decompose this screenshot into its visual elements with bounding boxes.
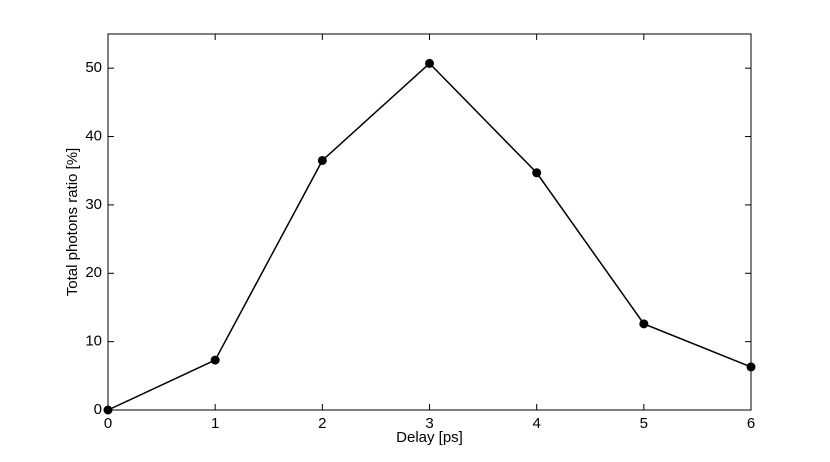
data-point — [317, 155, 327, 165]
x-axis-label: Delay [ps] — [396, 429, 463, 446]
y-tick-label: 0 — [94, 401, 102, 418]
y-tick-label: 40 — [85, 128, 102, 145]
data-line — [107, 62, 752, 411]
data-point — [103, 405, 113, 415]
y-axis-label: Total photons ratio [%] — [64, 148, 81, 296]
x-tick-label: 3 — [425, 415, 433, 432]
x-tick-label: 4 — [532, 415, 540, 432]
y-tick-label: 50 — [85, 59, 102, 76]
x-tick-label: 2 — [318, 415, 326, 432]
x-tick-label: 1 — [211, 415, 219, 432]
data-point — [639, 319, 649, 329]
x-tick-label: 6 — [747, 415, 755, 432]
y-tick-label: 30 — [85, 196, 102, 213]
x-tick-label: 5 — [640, 415, 648, 432]
axes-box — [107, 33, 752, 411]
data-point — [425, 58, 434, 68]
data-point — [210, 355, 220, 365]
data-point — [532, 168, 542, 178]
data-point — [746, 362, 756, 372]
y-tick-label: 20 — [85, 264, 102, 281]
x-tick-label: 0 — [104, 415, 112, 432]
y-tick-label: 10 — [85, 333, 102, 350]
